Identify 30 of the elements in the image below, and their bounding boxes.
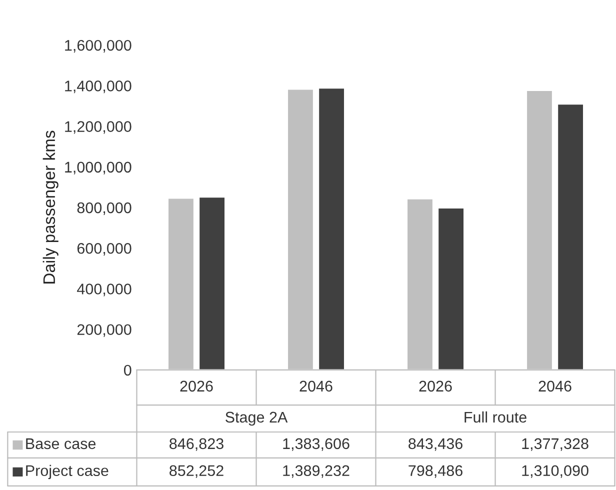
bar (556, 103, 584, 370)
y-tick-label: 1,400,000 (65, 80, 132, 94)
x-tick-label: 2046 (538, 380, 572, 392)
y-tick-label: 1,000,000 (65, 162, 132, 174)
legend-label: Base case (26, 438, 96, 450)
legend-label: Project case (26, 464, 108, 480)
y-tick-label: 600,000 (77, 242, 132, 256)
data-label: 843,436 (408, 438, 462, 451)
data-label: 1,310,090 (522, 465, 588, 478)
y-tick-label: 1,200,000 (65, 121, 132, 134)
text: Stage 2A (226, 412, 288, 426)
bar (198, 196, 226, 370)
y-axis-title: Daily passenger kms (42, 130, 58, 284)
x-tick-label: 2026 (180, 380, 213, 392)
y-tick-label: 400,000 (77, 284, 132, 296)
text: Full route (464, 411, 526, 423)
data-label: 852,252 (170, 465, 224, 478)
data-label: 1,377,328 (522, 438, 588, 451)
bar (437, 207, 465, 370)
y-tick-label: 200,000 (77, 324, 132, 337)
data-label: 1,389,232 (283, 465, 350, 478)
data-label: 1,383,606 (283, 438, 350, 451)
data-label: 846,823 (170, 438, 224, 451)
x-tick-label: 2026 (419, 380, 452, 392)
y-tick-label: 1,600,000 (65, 40, 132, 53)
bar (318, 87, 346, 370)
data-label: 798,486 (408, 465, 462, 478)
y-tick-label: 800,000 (77, 202, 132, 216)
x-tick-label: 2046 (300, 380, 332, 392)
y-tick-label: 0 (124, 364, 132, 376)
